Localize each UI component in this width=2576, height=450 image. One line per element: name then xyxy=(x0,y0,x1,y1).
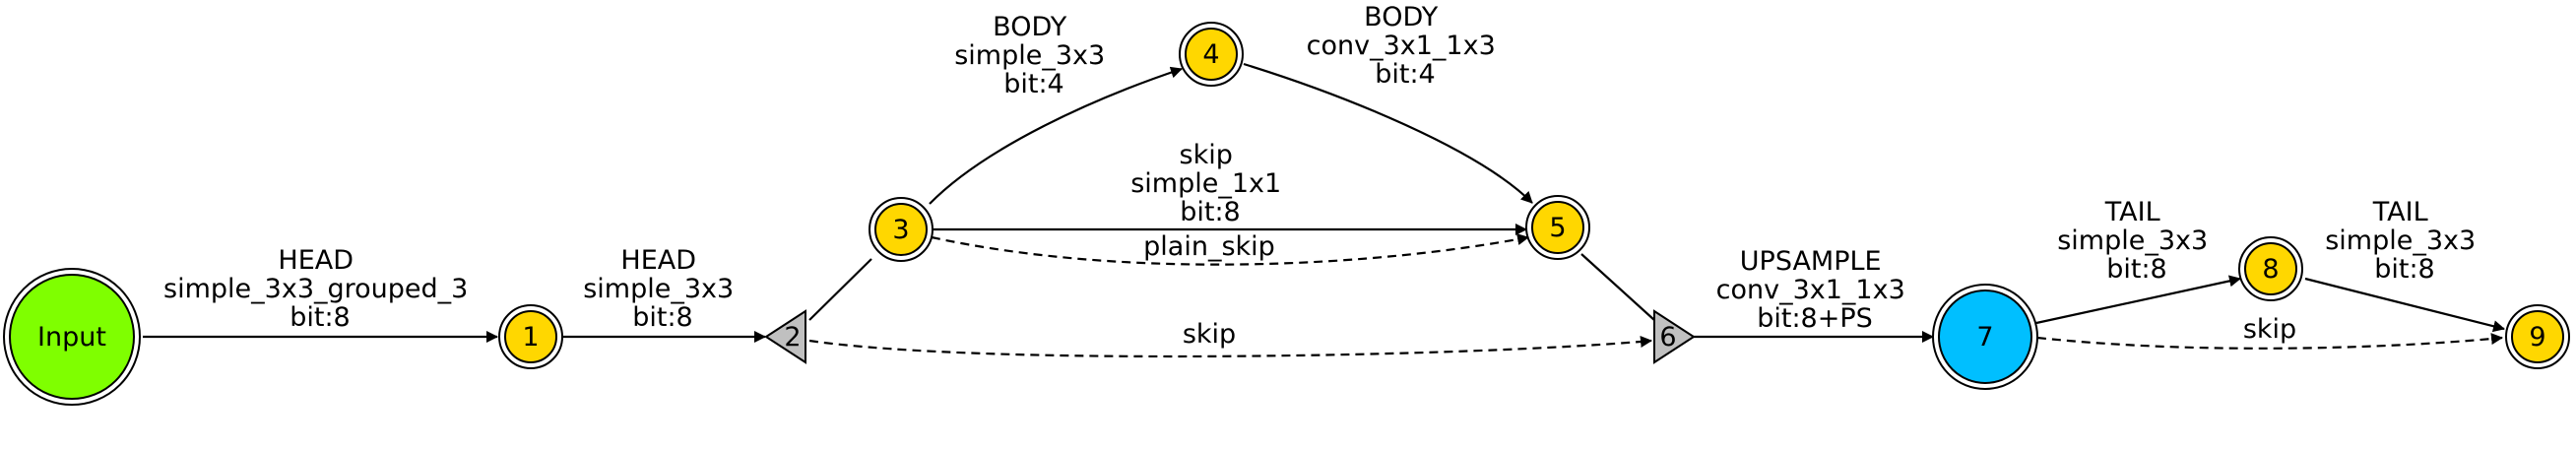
node-input-label: Input xyxy=(37,322,106,353)
node-8[interactable]: 8 xyxy=(2238,236,2303,301)
edge-7-8 xyxy=(2035,275,2241,325)
edge-2-6-dashed xyxy=(808,336,1652,358)
edge-label-7-8: TAIL simple_3x3 bit:8 xyxy=(2057,197,2217,285)
edge-7-9-dashed xyxy=(2036,333,2503,350)
node-6[interactable]: 6 xyxy=(1653,309,1696,364)
edge-label-4-5: BODY conv_3x1_1x3 bit:4 xyxy=(1307,2,1505,90)
node-4[interactable]: 4 xyxy=(1179,22,1244,87)
edge-label-7-9-dashed: skip xyxy=(2243,314,2296,345)
edge-label-8-9: TAIL simple_3x3 bit:8 xyxy=(2325,197,2484,285)
edge-5-6 xyxy=(1580,253,1655,321)
node-3-label: 3 xyxy=(892,215,909,245)
edge-label-6-7: UPSAMPLE conv_3x1_1x3 bit:8+PS xyxy=(1716,246,1914,334)
edge-label-input-1: HEAD simple_3x3_grouped_3 bit:8 xyxy=(163,245,477,333)
node-7[interactable]: 7 xyxy=(1932,284,2038,390)
edge-label-3-5-dashed: plain_skip xyxy=(1143,231,1275,262)
edge-8-9 xyxy=(2304,277,2505,333)
node-3[interactable]: 3 xyxy=(869,197,934,262)
node-1[interactable]: 1 xyxy=(498,304,563,369)
edge-3-4 xyxy=(929,66,1183,205)
node-input[interactable]: Input xyxy=(3,268,141,406)
edge-label-3-5: skip simple_1x1 bit:8 xyxy=(1130,140,1290,227)
node-9-label: 9 xyxy=(2529,322,2545,353)
edge-4-5 xyxy=(1243,62,1533,204)
node-8-label: 8 xyxy=(2262,254,2279,285)
node-5-label: 5 xyxy=(1549,213,1566,243)
node-2-label: 2 xyxy=(784,322,801,353)
edge-2-3 xyxy=(808,258,872,321)
edge-label-1-2: HEAD simple_3x3 bit:8 xyxy=(583,245,742,333)
node-6-label: 6 xyxy=(1659,322,1676,353)
node-9[interactable]: 9 xyxy=(2505,304,2570,369)
node-7-label: 7 xyxy=(1976,322,1993,353)
node-4-label: 4 xyxy=(1202,39,1219,70)
node-1-label: 1 xyxy=(522,322,539,353)
edge-label-2-6-dashed: skip xyxy=(1183,319,1236,350)
node-5[interactable]: 5 xyxy=(1525,195,1590,260)
node-2[interactable]: 2 xyxy=(764,309,806,364)
edge-label-3-4: BODY simple_3x3 bit:4 xyxy=(954,12,1114,99)
